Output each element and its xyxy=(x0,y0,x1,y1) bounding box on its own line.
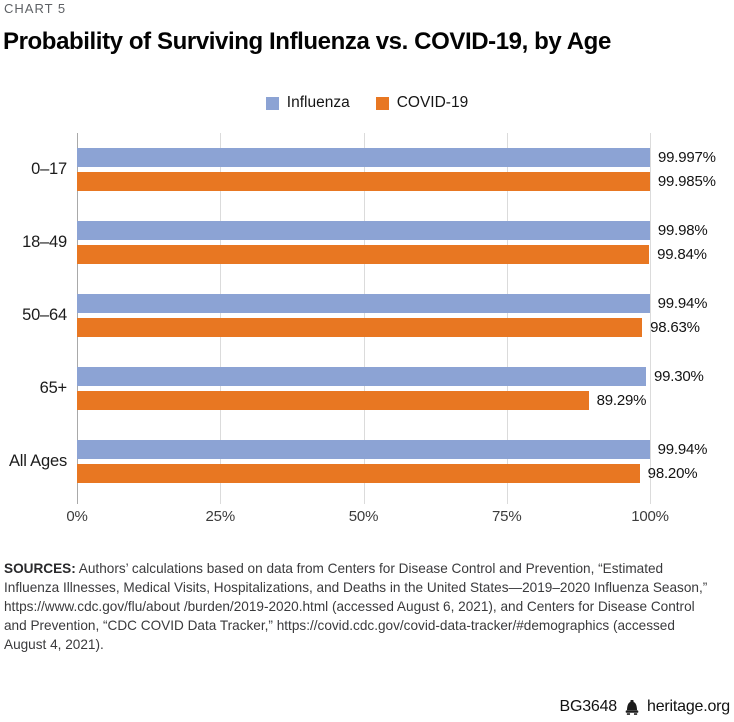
legend: Influenza COVID-19 xyxy=(0,94,734,112)
legend-item-covid-19: COVID-19 xyxy=(375,94,469,112)
value-label: 98.63% xyxy=(650,319,700,336)
value-label: 99.30% xyxy=(653,368,704,385)
bar-group-5: 99.94% 98.20% xyxy=(77,425,708,498)
chart-number: CHART 5 xyxy=(4,1,67,16)
covid-19-bar xyxy=(77,245,650,264)
value-label: 99.84% xyxy=(657,246,707,263)
sources-line: Influenza Illnesses, Medical Visits, Hos… xyxy=(4,580,708,595)
sources-line: August 4, 2021). xyxy=(4,637,104,652)
legend-swatch-covid-19 xyxy=(375,96,389,110)
value-label: 89.29% xyxy=(596,392,647,409)
x-tick-label: 100% xyxy=(631,508,669,525)
gridline-25 xyxy=(220,133,222,498)
category-label: 0–17 xyxy=(31,160,67,178)
x-tick-label: 50% xyxy=(348,508,379,525)
value-label: 99.985% xyxy=(657,173,716,190)
bar-group-1: 99.997% 99.985% xyxy=(77,133,716,206)
bar-line: 99.997% xyxy=(77,148,716,167)
axis-tick-25 xyxy=(220,498,222,504)
bar-group-4: 99.30% 89.29% xyxy=(77,352,704,425)
category-label: 18–49 xyxy=(22,233,67,251)
liberty-bell-icon xyxy=(624,699,640,715)
influenza-bar xyxy=(77,367,646,386)
sources-line: and Prevention, “CDC COVID Data Tracker,… xyxy=(4,618,675,633)
bar-line: 89.29% xyxy=(77,391,650,410)
y-axis-line xyxy=(77,133,78,498)
site-link: heritage.org xyxy=(647,698,730,715)
gridline-100 xyxy=(650,133,651,498)
category-label: All Ages xyxy=(8,452,67,470)
x-tick-label: 75% xyxy=(492,508,522,525)
covid-19-bar xyxy=(77,172,650,191)
bar-group-2: 99.98% 99.84% xyxy=(77,206,708,279)
bar-line: 98.63% xyxy=(77,318,700,337)
gridline-50 xyxy=(363,133,365,498)
doc-id: BG3648 xyxy=(559,698,617,715)
x-tick-label: 25% xyxy=(205,508,236,525)
bar-line: 99.94% xyxy=(77,440,708,459)
x-tick-label: 0% xyxy=(66,508,88,525)
covid-19-bar xyxy=(77,464,640,483)
axis-tick-0 xyxy=(77,498,78,504)
value-label: 99.997% xyxy=(657,149,716,166)
legend-label: COVID-19 xyxy=(396,94,469,111)
bar-line: 99.94% xyxy=(77,294,708,313)
axis-tick-50 xyxy=(363,498,365,504)
bar-line: 99.98% xyxy=(77,221,708,240)
covid-19-bar xyxy=(77,318,643,337)
bar-group-3: 99.94% 98.63% xyxy=(77,279,708,352)
sources-line: SOURCES: Authors’ calculations based on … xyxy=(4,561,664,576)
value-label: 99.94% xyxy=(657,441,708,458)
sources-line: https://www.cdc.gov/flu/about /burden/20… xyxy=(4,599,695,614)
bar-line: 99.84% xyxy=(77,245,707,264)
legend-swatch-influenza xyxy=(265,96,279,110)
value-label: 98.20% xyxy=(647,465,698,482)
legend-item-influenza: Influenza xyxy=(265,94,350,112)
value-label: 99.98% xyxy=(657,222,708,239)
influenza-bar xyxy=(77,440,650,459)
gridline-75 xyxy=(506,133,508,498)
covid-19-bar xyxy=(77,391,589,410)
footer: BG3648 heritage.org xyxy=(559,698,730,716)
bar-line: 99.985% xyxy=(77,172,716,191)
sources-label: SOURCES: xyxy=(4,561,76,576)
influenza-bar xyxy=(77,294,650,313)
category-label: 50–64 xyxy=(22,306,67,324)
plot-area: 99.997% 99.985% 99.98% 99.84% 99.94% 98.63% 99… xyxy=(77,133,716,504)
legend-label: Influenza xyxy=(286,94,350,111)
value-label: 99.94% xyxy=(657,295,708,312)
axis-tick-75 xyxy=(506,498,508,504)
sources-note: SOURCES: Authors’ calculations based on … xyxy=(4,559,734,654)
influenza-bar xyxy=(77,148,650,167)
bar-line: 99.30% xyxy=(77,367,704,386)
bar-line: 98.20% xyxy=(77,464,698,483)
category-label: 65+ xyxy=(39,379,68,397)
bar-chart: 99.997% 99.985% 99.98% 99.84% 99.94% 98.63% 99… xyxy=(0,133,734,533)
axis-tick-100 xyxy=(650,498,651,504)
page-title: Probability of Surviving Influenza vs. C… xyxy=(3,28,611,55)
influenza-bar xyxy=(77,221,650,240)
